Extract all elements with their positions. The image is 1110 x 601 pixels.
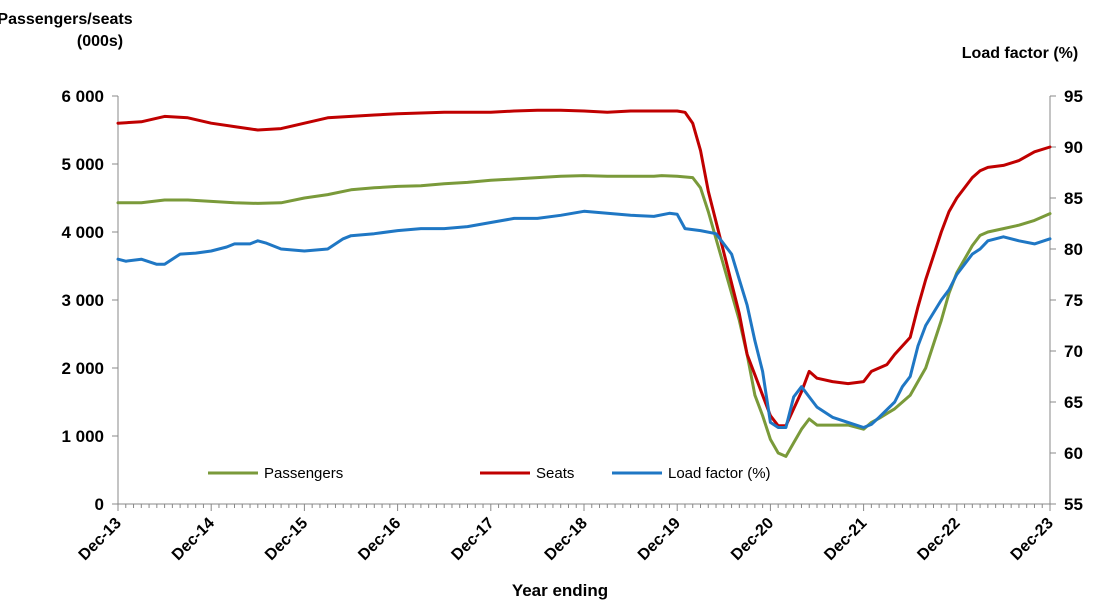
y-axis-right-title: Load factor (%) <box>962 45 1078 62</box>
y-axis-left-title-line1: Passengers/seats <box>0 11 133 28</box>
y-axis-left-ticks: 0 1 000 2 000 3 000 4 000 5 000 6 000 <box>61 87 118 514</box>
x-tick-label: Dec-17 <box>448 515 497 564</box>
legend-label: Load factor (%) <box>668 465 771 482</box>
x-tick-label: Dec-18 <box>542 515 591 564</box>
y-left-tick-label: 3 000 <box>61 291 104 310</box>
series-line-2 <box>116 209 1052 429</box>
y-left-tick-label: 1 000 <box>61 427 104 446</box>
series-line-1 <box>116 108 1052 428</box>
y-right-tick-label: 85 <box>1064 189 1083 208</box>
y-axis-left-title-line2: (000s) <box>77 33 123 50</box>
y-right-tick-label: 95 <box>1064 87 1083 106</box>
x-tick-label: Dec-19 <box>635 515 684 564</box>
y-left-tick-label: 2 000 <box>61 359 104 378</box>
y-right-tick-label: 90 <box>1064 138 1083 157</box>
y-left-tick-label: 6 000 <box>61 87 104 106</box>
x-tick-label: Dec-13 <box>76 515 125 564</box>
y-left-tick-label: 5 000 <box>61 155 104 174</box>
axes <box>117 96 1051 505</box>
x-tick-label: Dec-22 <box>914 515 963 564</box>
y-right-tick-label: 55 <box>1064 495 1083 514</box>
series-line-0 <box>116 174 1052 458</box>
y-axis-right-ticks: 55 60 65 70 75 80 85 90 95 <box>1050 87 1083 514</box>
series-lines <box>116 108 1052 458</box>
y-right-tick-label: 60 <box>1064 444 1083 463</box>
x-tick-label: Dec-16 <box>355 515 404 564</box>
y-left-tick-label: 0 <box>95 495 104 514</box>
x-tick-label: Dec-21 <box>821 515 870 564</box>
x-tick-label: Dec-20 <box>728 515 777 564</box>
x-tick-label: Dec-14 <box>169 515 218 564</box>
legend-label: Passengers <box>264 465 343 482</box>
y-left-tick-label: 4 000 <box>61 223 104 242</box>
x-axis-title: Year ending <box>512 581 608 600</box>
x-tick-label: Dec-23 <box>1008 515 1057 564</box>
y-right-tick-label: 65 <box>1064 393 1083 412</box>
y-right-tick-label: 70 <box>1064 342 1083 361</box>
legend-label: Seats <box>536 465 574 482</box>
y-axis-left-title: Passengers/seats (000s) <box>0 11 133 50</box>
y-right-tick-label: 80 <box>1064 240 1083 259</box>
legend: Passengers Seats Load factor (%) <box>208 465 771 482</box>
x-tick-label: Dec-15 <box>262 515 311 564</box>
y-right-tick-label: 75 <box>1064 291 1083 310</box>
x-axis-ticks: Dec-13 Dec-14 Dec-15 Dec-16 Dec-17 Dec-18 Dec-… <box>76 504 1057 564</box>
